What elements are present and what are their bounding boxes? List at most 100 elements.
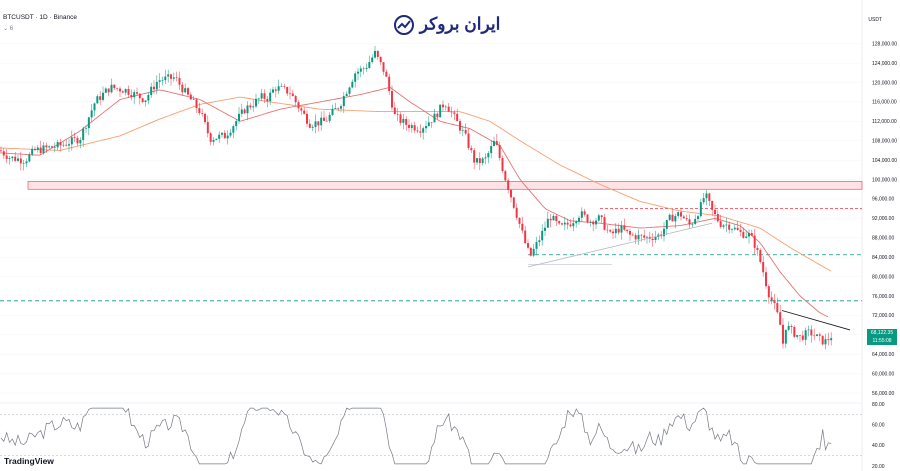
currency-label: USDT bbox=[868, 17, 882, 23]
candle-down bbox=[682, 216, 685, 219]
candle-down bbox=[512, 197, 515, 208]
y-tick-label: 128,000.00 bbox=[872, 42, 897, 48]
candle-down bbox=[396, 113, 399, 115]
candle-up bbox=[830, 338, 833, 341]
candle-down bbox=[181, 84, 184, 93]
candle-down bbox=[631, 234, 634, 236]
candle-up bbox=[25, 161, 28, 164]
candle-up bbox=[42, 145, 45, 154]
candle-down bbox=[19, 158, 22, 164]
candle-up bbox=[722, 225, 725, 227]
candle-up bbox=[212, 139, 215, 142]
candle-down bbox=[408, 124, 410, 128]
candle-up bbox=[578, 217, 580, 222]
candle-up bbox=[439, 104, 442, 118]
candle-down bbox=[770, 297, 773, 301]
candle-up bbox=[484, 157, 487, 159]
candle-up bbox=[150, 86, 153, 96]
candle-up bbox=[354, 73, 357, 82]
candle-up bbox=[331, 108, 334, 115]
candle-down bbox=[498, 144, 501, 158]
candle-down bbox=[76, 138, 79, 144]
candle-down bbox=[178, 77, 181, 85]
candle-down bbox=[170, 74, 172, 79]
candle-down bbox=[813, 335, 816, 337]
candle-down bbox=[14, 156, 17, 161]
y-tick-label: 96,000.00 bbox=[872, 197, 894, 203]
candle-down bbox=[586, 214, 589, 223]
tradingview-logo[interactable]: TradingView bbox=[4, 456, 54, 466]
rsi-tick-label: 20.00 bbox=[872, 464, 885, 470]
candle-up bbox=[229, 132, 232, 136]
rsi-tick-label: 80.00 bbox=[872, 402, 885, 408]
candle-up bbox=[110, 84, 113, 93]
candle-down bbox=[2, 151, 5, 156]
candle-down bbox=[456, 113, 459, 122]
candle-up bbox=[31, 148, 34, 155]
rsi-line bbox=[0, 407, 832, 465]
candle-up bbox=[328, 114, 331, 121]
candle-up bbox=[334, 108, 337, 109]
candle-up bbox=[158, 80, 161, 82]
candle-up bbox=[252, 106, 255, 108]
candle-down bbox=[300, 108, 303, 111]
candle-up bbox=[804, 330, 807, 340]
last-price: 68,122.35 bbox=[870, 330, 894, 336]
candle-down bbox=[742, 231, 745, 238]
candle-up bbox=[597, 215, 600, 221]
candle-up bbox=[246, 105, 249, 114]
candle-down bbox=[127, 89, 130, 95]
candle-down bbox=[810, 329, 813, 336]
candle-up bbox=[374, 50, 376, 58]
candle-up bbox=[433, 113, 436, 123]
candle-up bbox=[133, 92, 136, 98]
candle-up bbox=[368, 61, 371, 68]
trendline-rising bbox=[527, 222, 713, 268]
candle-up bbox=[807, 329, 810, 331]
candle-down bbox=[419, 131, 422, 133]
candle-down bbox=[711, 200, 714, 210]
y-tick-label: 72,000.00 bbox=[872, 313, 894, 319]
candle-down bbox=[685, 218, 688, 220]
candle-up bbox=[70, 137, 73, 145]
candle-up bbox=[48, 146, 51, 148]
candle-up bbox=[544, 227, 546, 231]
candle-up bbox=[124, 89, 127, 93]
candle-down bbox=[379, 56, 382, 63]
candle-down bbox=[116, 88, 119, 89]
candle-up bbox=[697, 216, 699, 219]
candle-down bbox=[558, 221, 561, 224]
candle-up bbox=[614, 228, 617, 234]
candle-down bbox=[756, 247, 759, 251]
candle-up bbox=[490, 145, 493, 154]
candle-down bbox=[388, 76, 391, 92]
y-tick-label: 120,000.00 bbox=[872, 80, 897, 86]
candle-down bbox=[623, 225, 626, 230]
candle-down bbox=[793, 326, 796, 337]
candle-down bbox=[362, 68, 365, 70]
y-tick-label: 112,000.00 bbox=[872, 119, 897, 125]
indicator-toggle[interactable]: ⌄ 6 bbox=[3, 26, 14, 32]
candle-up bbox=[269, 92, 272, 102]
candle-up bbox=[96, 96, 99, 104]
candle-up bbox=[144, 100, 147, 103]
y-tick-label: 116,000.00 bbox=[872, 100, 897, 106]
candle-down bbox=[442, 104, 444, 108]
candle-down bbox=[294, 96, 297, 103]
candle-up bbox=[702, 198, 705, 203]
candle-down bbox=[640, 234, 643, 236]
candle-down bbox=[436, 113, 439, 118]
candle-up bbox=[552, 215, 555, 221]
candle-up bbox=[481, 158, 484, 164]
candle-up bbox=[348, 87, 351, 94]
candle-up bbox=[351, 81, 354, 88]
candle-down bbox=[583, 211, 586, 215]
y-tick-label: 88,000.00 bbox=[872, 236, 894, 242]
candle-down bbox=[204, 113, 206, 123]
candle-down bbox=[736, 227, 739, 230]
candle-up bbox=[580, 211, 583, 218]
y-tick-label: 124,000.00 bbox=[872, 61, 897, 67]
candle-up bbox=[410, 125, 413, 128]
candle-down bbox=[73, 137, 76, 139]
